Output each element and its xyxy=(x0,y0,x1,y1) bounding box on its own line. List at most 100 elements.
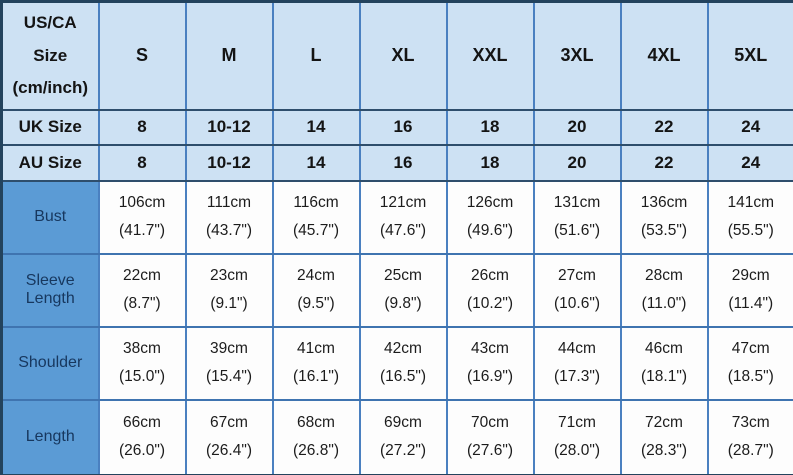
measurement-cell: 22cm (8.7") xyxy=(97,252,187,328)
cm-value: 41cm xyxy=(297,340,335,357)
measurement-cell: 66cm (26.0") xyxy=(97,398,187,475)
cm-value: 111cm xyxy=(206,194,252,211)
size-column-header-xxl: XXL xyxy=(445,0,535,111)
measurement-cell: 67cm (26.4") xyxy=(184,398,274,475)
cm-value: 69cm xyxy=(384,414,422,432)
measurement-cell: 131cm (51.6") xyxy=(532,179,622,255)
corner-line-2: Size xyxy=(33,45,68,65)
inch-value: (26.4") xyxy=(206,442,252,460)
cm-value: 28cm xyxy=(645,267,683,284)
inch-value: (26.8") xyxy=(293,442,339,460)
uk-size-cell: 16 xyxy=(358,108,448,146)
measurement-cell: 136cm (53.5") xyxy=(619,179,709,255)
au-size-cell: 16 xyxy=(358,143,448,182)
measurement-cell: 46cm (18.1") xyxy=(619,325,709,401)
measurement-cell: 26cm (10.2") xyxy=(445,252,535,328)
measurement-cell: 71cm (28.0") xyxy=(532,398,622,475)
inch-value: (26.0") xyxy=(119,442,165,460)
cm-value: 70cm xyxy=(471,414,509,432)
inch-value: (41.7") xyxy=(119,222,165,239)
cm-value: 71cm xyxy=(558,414,596,432)
inch-value: (16.5") xyxy=(380,368,426,385)
cm-value: 26cm xyxy=(471,267,509,284)
measurement-cell: 39cm (15.4") xyxy=(184,325,274,401)
cm-value: 46cm xyxy=(645,340,683,357)
uk-size-row: UK Size 8 10-12 14 16 18 20 22 24 xyxy=(0,108,793,146)
inch-value: (43.7") xyxy=(206,222,252,239)
size-column-header-4xl: 4XL xyxy=(619,0,709,111)
cm-value: 73cm xyxy=(731,414,770,432)
measurement-cell: 28cm (11.0") xyxy=(619,252,709,328)
size-column-header-3xl: 3XL xyxy=(532,0,622,111)
header-row: US/CA Size (cm/inch) S M L XL XXL 3XL 4X… xyxy=(0,0,793,111)
inch-value: (15.4") xyxy=(206,368,252,385)
measurement-cell: 43cm (16.9") xyxy=(445,325,535,401)
inch-value: (10.6") xyxy=(554,295,600,312)
size-column-header-5xl: 5XL xyxy=(706,0,793,111)
inch-value: (8.7") xyxy=(123,295,161,312)
measurement-cell: 121cm (47.6") xyxy=(358,179,448,255)
uk-size-cell: 24 xyxy=(706,108,793,146)
cm-value: 136cm xyxy=(640,194,688,211)
measurement-cell: 72cm (28.3") xyxy=(619,398,709,475)
measurement-cell: 27cm (10.6") xyxy=(532,252,622,328)
measurement-cell: 42cm (16.5") xyxy=(358,325,448,401)
size-column-header-l: L xyxy=(271,0,361,111)
measurement-cell: 29cm (11.4") xyxy=(706,252,793,328)
uk-size-cell: 14 xyxy=(271,108,361,146)
corner-line-3: (cm/inch) xyxy=(12,77,89,97)
corner-line-1: US/CA xyxy=(23,13,77,33)
cm-value: 121cm xyxy=(379,194,427,211)
au-size-cell: 10-12 xyxy=(184,143,274,182)
cm-value: 25cm xyxy=(384,267,422,284)
measurement-cell: 68cm (26.8") xyxy=(271,398,361,475)
uk-size-cell: 18 xyxy=(445,108,535,146)
cm-value: 66cm xyxy=(123,414,161,432)
measurement-cell: 23cm (9.1") xyxy=(184,252,274,328)
bust-row: Bust 106cm (41.7") 111cm (43.7") 116cm (45.… xyxy=(0,179,793,255)
cm-value: 126cm xyxy=(466,194,514,211)
cm-value: 44cm xyxy=(558,340,596,357)
measurement-cell: 70cm (27.6") xyxy=(445,398,535,475)
cm-value: 23cm xyxy=(210,267,248,284)
inch-value: (28.3") xyxy=(641,442,687,460)
inch-value: (17.3") xyxy=(554,368,600,385)
cm-value: 131cm xyxy=(553,194,601,211)
shoulder-row: Shoulder 38cm (15.0") 39cm (15.4") 41cm (16… xyxy=(0,325,793,401)
cm-value: 43cm xyxy=(471,340,509,357)
cm-value: 38cm xyxy=(123,340,161,357)
row-label-shoulder: Shoulder xyxy=(0,325,100,401)
measurement-cell: 106cm (41.7") xyxy=(97,179,187,255)
inch-value: (27.6") xyxy=(467,442,513,460)
inch-value: (53.5") xyxy=(641,222,687,239)
au-size-cell: 20 xyxy=(532,143,622,182)
measurement-cell: 69cm (27.2") xyxy=(358,398,448,475)
uk-size-cell: 8 xyxy=(97,108,187,146)
measurement-cell: 41cm (16.1") xyxy=(271,325,361,401)
length-row: Length 66cm (26.0") 67cm (26.4") 68cm (26.8… xyxy=(0,398,793,475)
au-size-cell: 22 xyxy=(619,143,709,182)
au-size-cell: 18 xyxy=(445,143,535,182)
cm-value: 39cm xyxy=(210,340,248,357)
cm-value: 106cm xyxy=(118,194,166,211)
cm-value: 42cm xyxy=(384,340,422,357)
cm-value: 27cm xyxy=(558,267,596,284)
measurement-cell: 73cm (28.7") xyxy=(706,398,793,475)
inch-value: (28.7") xyxy=(727,442,774,460)
inch-value: (9.8") xyxy=(384,295,422,312)
inch-value: (9.1") xyxy=(210,295,248,312)
uk-size-cell: 22 xyxy=(619,108,709,146)
size-column-header-s: S xyxy=(97,0,187,111)
inch-value: (28.0") xyxy=(554,442,600,460)
measurement-cell: 111cm (43.7") xyxy=(184,179,274,255)
size-column-header-xl: XL xyxy=(358,0,448,111)
measurement-cell: 116cm (45.7") xyxy=(271,179,361,255)
inch-value: (10.2") xyxy=(467,295,513,312)
inch-value: (49.6") xyxy=(467,222,513,239)
inch-value: (51.6") xyxy=(554,222,600,239)
row-label-au-size: AU Size xyxy=(0,143,100,182)
measurement-cell: 24cm (9.5") xyxy=(271,252,361,328)
measurement-cell: 126cm (49.6") xyxy=(445,179,535,255)
au-size-cell: 8 xyxy=(97,143,187,182)
cm-value: 47cm xyxy=(731,340,770,357)
